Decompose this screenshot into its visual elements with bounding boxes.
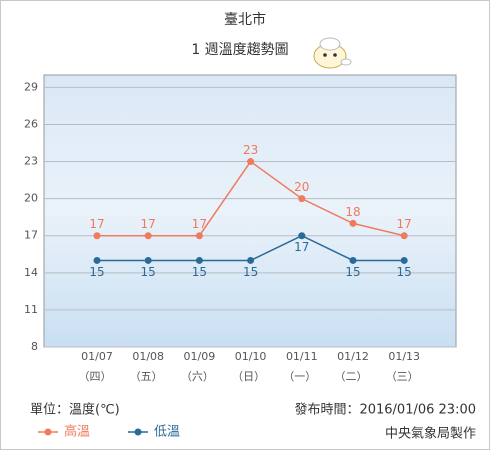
data-label: 17 xyxy=(89,217,104,231)
data-point xyxy=(400,256,408,264)
data-label: 17 xyxy=(141,217,156,231)
chart-title: 臺北市 xyxy=(224,11,266,28)
data-label: 17 xyxy=(294,240,309,254)
x-tick-weekday: （二） xyxy=(335,370,368,383)
x-tick-weekday: （日） xyxy=(232,370,265,383)
y-tick-label: 23 xyxy=(24,155,38,168)
data-label: 23 xyxy=(243,143,258,157)
x-tick-label: 01/12 xyxy=(337,350,369,363)
data-point xyxy=(195,232,203,240)
y-tick-label: 17 xyxy=(24,229,38,242)
data-label: 15 xyxy=(397,265,412,279)
data-label: 15 xyxy=(243,265,258,279)
x-tick-label: 01/09 xyxy=(184,350,216,363)
legend-marker xyxy=(134,428,142,436)
y-tick-label: 8 xyxy=(31,340,38,353)
y-tick-label: 11 xyxy=(24,303,38,316)
x-tick-label: 01/07 xyxy=(81,350,113,363)
data-point xyxy=(144,256,152,264)
y-tick-label: 20 xyxy=(24,192,38,205)
data-label: 17 xyxy=(192,217,207,231)
x-tick-weekday: （三） xyxy=(386,370,419,383)
x-tick-label: 01/13 xyxy=(388,350,420,363)
legend-marker xyxy=(44,428,52,436)
data-label: 15 xyxy=(141,265,156,279)
data-label: 20 xyxy=(294,180,309,194)
data-label: 17 xyxy=(397,217,412,231)
data-point xyxy=(247,158,255,166)
data-label: 15 xyxy=(192,265,207,279)
x-tick-label: 01/10 xyxy=(235,350,267,363)
credit: 中央氣象局製作 xyxy=(385,427,476,442)
x-tick-label: 01/08 xyxy=(132,350,164,363)
x-tick-weekday: （四） xyxy=(79,370,112,383)
data-point xyxy=(349,256,357,264)
data-point xyxy=(349,219,357,227)
x-tick-weekday: （五） xyxy=(130,370,163,383)
chart-subtitle: 1 週溫度趨勢圖 xyxy=(191,42,288,58)
data-point xyxy=(298,195,306,203)
unit-label: 單位：溫度(℃) xyxy=(30,402,120,418)
data-label: 15 xyxy=(89,265,104,279)
data-point xyxy=(298,232,306,240)
y-tick-label: 26 xyxy=(24,117,38,130)
legend-label: 高溫 xyxy=(64,424,90,440)
data-point xyxy=(400,232,408,240)
y-tick-label: 29 xyxy=(24,80,38,93)
data-point xyxy=(144,232,152,240)
data-point xyxy=(93,256,101,264)
x-tick-weekday: （六） xyxy=(181,370,214,383)
legend-label: 低溫 xyxy=(154,425,180,440)
data-label: 18 xyxy=(345,205,360,219)
y-tick-label: 14 xyxy=(24,266,38,279)
x-tick-weekday: （一） xyxy=(283,370,316,383)
data-point xyxy=(195,256,203,264)
data-label: 15 xyxy=(345,265,360,279)
data-point xyxy=(247,256,255,264)
data-point xyxy=(93,232,101,240)
x-tick-label: 01/11 xyxy=(286,350,318,363)
mascot xyxy=(313,37,352,69)
plot-area xyxy=(43,74,457,348)
publish-time: 發布時間：2016/01/06 23:00 xyxy=(294,403,476,418)
